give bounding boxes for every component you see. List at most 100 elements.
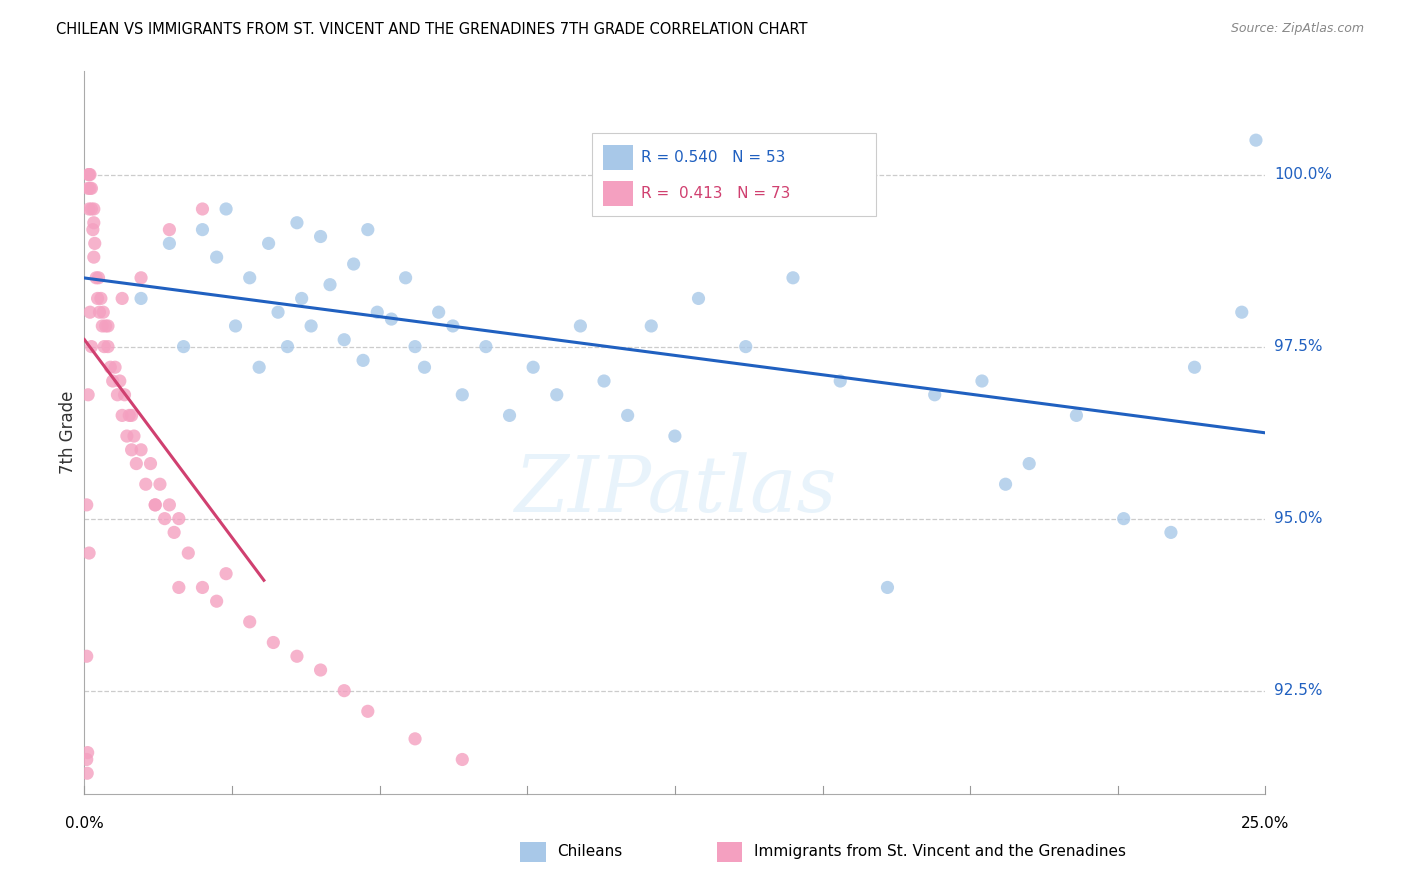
Point: [98, 360, 121, 375]
Point: [177, 546, 200, 560]
Point: [616, 409, 638, 423]
Point: [76, 752, 98, 766]
Point: [129, 292, 152, 306]
Point: [380, 312, 402, 326]
Point: [114, 388, 136, 402]
Point: [167, 581, 190, 595]
Point: [247, 360, 270, 375]
Point: [157, 222, 180, 236]
Point: [191, 222, 214, 236]
Point: [225, 318, 247, 333]
Point: [139, 457, 162, 471]
Point: [593, 374, 616, 388]
Point: [167, 511, 190, 525]
Point: [1184, 360, 1206, 375]
Point: [333, 333, 356, 347]
Point: [343, 257, 366, 271]
Point: [79, 305, 101, 319]
Point: [333, 683, 356, 698]
Point: [80, 181, 103, 195]
Point: [475, 340, 498, 354]
Point: [357, 704, 380, 718]
Point: [77, 546, 100, 560]
Point: [782, 270, 804, 285]
Point: [257, 236, 280, 251]
Point: [664, 429, 686, 443]
Point: [108, 374, 131, 388]
Point: [93, 340, 115, 354]
Point: [97, 340, 120, 354]
Point: [84, 270, 107, 285]
Point: [157, 498, 180, 512]
Point: [994, 477, 1017, 491]
Point: [239, 615, 262, 629]
Point: [143, 498, 166, 512]
Point: [118, 409, 141, 423]
Text: 95.0%: 95.0%: [1274, 511, 1322, 526]
Point: [640, 318, 662, 333]
Text: CHILEAN VS IMMIGRANTS FROM ST. VINCENT AND THE GRENADINES 7TH GRADE CORRELATION : CHILEAN VS IMMIGRANTS FROM ST. VINCENT A…: [56, 22, 807, 37]
Point: [267, 305, 290, 319]
Point: [87, 270, 110, 285]
Point: [83, 250, 105, 264]
Point: [451, 388, 474, 402]
Point: [97, 318, 120, 333]
Point: [522, 360, 544, 375]
Point: [104, 360, 127, 375]
Point: [121, 442, 143, 457]
Text: R =  0.413   N = 73: R = 0.413 N = 73: [641, 186, 790, 201]
Point: [76, 498, 98, 512]
Point: [135, 477, 157, 491]
Point: [79, 168, 101, 182]
Point: [441, 318, 464, 333]
Point: [299, 318, 322, 333]
Text: 0.0%: 0.0%: [65, 816, 104, 830]
Point: [79, 181, 101, 195]
Point: [90, 292, 112, 306]
Point: [569, 318, 592, 333]
Point: [876, 581, 898, 595]
Point: [191, 581, 214, 595]
Point: [366, 305, 388, 319]
Point: [101, 374, 124, 388]
Point: [77, 168, 100, 182]
Point: [77, 181, 100, 195]
Point: [77, 388, 100, 402]
Point: [309, 663, 332, 677]
Point: [125, 457, 148, 471]
Point: [451, 752, 474, 766]
Point: [111, 292, 134, 306]
Point: [89, 305, 111, 319]
Point: [404, 731, 426, 746]
Point: [262, 635, 284, 649]
Point: [94, 318, 117, 333]
Point: [413, 360, 436, 375]
Point: [285, 649, 308, 664]
Point: [121, 409, 143, 423]
Point: [1112, 511, 1135, 525]
Point: [107, 388, 129, 402]
Point: [285, 216, 308, 230]
Point: [830, 374, 852, 388]
Point: [309, 229, 332, 244]
Text: Chileans: Chileans: [557, 845, 621, 859]
Point: [734, 340, 756, 354]
Point: [157, 236, 180, 251]
Point: [76, 649, 98, 664]
Point: [83, 236, 105, 251]
Point: [688, 292, 710, 306]
Point: [357, 222, 380, 236]
Point: [115, 429, 138, 443]
Point: [83, 202, 105, 216]
Point: [80, 340, 103, 354]
Point: [122, 429, 145, 443]
Point: [427, 305, 450, 319]
Point: [1160, 525, 1182, 540]
Point: [77, 168, 100, 182]
Point: [86, 292, 108, 306]
Point: [546, 388, 568, 402]
Text: 100.0%: 100.0%: [1274, 167, 1331, 182]
Point: [80, 202, 103, 216]
Point: [319, 277, 342, 292]
Point: [394, 270, 416, 285]
